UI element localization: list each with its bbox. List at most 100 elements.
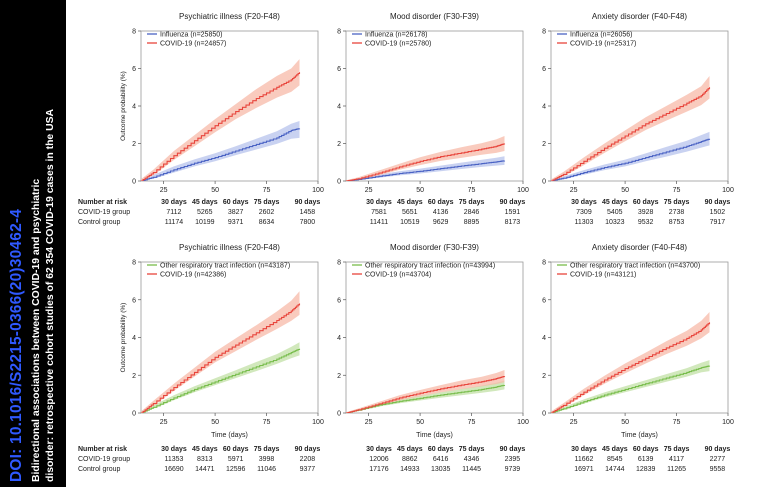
risk-day-header: 45 days: [602, 446, 628, 453]
legend-entry: Other respiratory tract infection (n=439…: [365, 263, 495, 270]
risk-day-header: 60 days: [633, 446, 659, 453]
risk-count-covid: 7112: [166, 209, 181, 216]
risk-day-header: 60 days: [633, 199, 659, 206]
x-axis-label: Time (days): [416, 432, 453, 439]
risk-count-control: 7917: [710, 219, 726, 226]
risk-count-control: 9377: [300, 466, 316, 473]
confidence-band: [551, 312, 710, 413]
y-tick-label: 4: [337, 104, 341, 111]
panel-title: Mood disorder (F30-F39): [390, 243, 479, 252]
legend-entry: Other respiratory tract infection (n=431…: [160, 263, 290, 270]
panel-title: Mood disorder (F30-F39): [390, 12, 479, 21]
risk-day-header: 90 days: [705, 199, 731, 206]
risk-count-covid: 4346: [464, 456, 480, 463]
risk-count-covid: 1458: [300, 209, 316, 216]
risk-count-control: 13035: [431, 466, 451, 473]
risk-count-control: 10519: [400, 219, 420, 226]
legend-entry: Influenza (n=26056): [570, 32, 632, 39]
y-tick-label: 8: [132, 29, 136, 36]
y-tick-label: 6: [337, 66, 341, 73]
confidence-band: [551, 131, 710, 181]
series-line: [551, 138, 711, 181]
x-tick-label: 75: [263, 187, 271, 194]
risk-count-control: 8753: [669, 219, 685, 226]
y-tick-label: 8: [337, 260, 341, 267]
risk-count-control: 8634: [259, 219, 275, 226]
risk-count-covid: 8313: [197, 456, 213, 463]
y-tick-label: 2: [542, 141, 546, 148]
risk-count-control: 8173: [505, 219, 521, 226]
risk-day-header: 75 days: [254, 199, 280, 206]
confidence-band: [346, 136, 505, 181]
risk-count-covid: 6416: [433, 456, 449, 463]
confidence-band: [551, 76, 710, 181]
risk-count-control: 10323: [605, 219, 625, 226]
number-at-risk-heading: Number at risk: [78, 199, 127, 206]
risk-count-control: 9629: [433, 219, 449, 226]
risk-count-covid: 1502: [710, 209, 726, 216]
panel-title: Psychiatric illness (F20-F48): [179, 12, 280, 21]
series-line: [141, 128, 301, 181]
confidence-band: [141, 59, 300, 181]
x-tick-label: 50: [416, 419, 424, 426]
series-line: [551, 322, 711, 413]
x-tick-label: 75: [468, 187, 476, 194]
risk-count-covid: 1591: [505, 209, 521, 216]
risk-count-control: 14933: [400, 466, 420, 473]
x-tick-label: 25: [570, 187, 578, 194]
risk-day-header: 30 days: [366, 199, 392, 206]
x-tick-label: 100: [312, 187, 324, 194]
risk-count-control: 16690: [164, 466, 184, 473]
risk-count-covid: 2395: [505, 456, 521, 463]
y-tick-label: 2: [132, 141, 136, 148]
risk-count-covid: 3998: [259, 456, 275, 463]
risk-row-label: COVID-19 group: [78, 456, 130, 463]
risk-day-header: 60 days: [428, 199, 454, 206]
risk-count-control: 10199: [195, 219, 215, 226]
risk-day-header: 30 days: [571, 199, 597, 206]
risk-day-header: 75 days: [664, 446, 690, 453]
risk-count-covid: 4117: [669, 456, 684, 463]
x-tick-label: 75: [263, 419, 271, 426]
risk-count-covid: 3827: [228, 209, 244, 216]
y-tick-label: 4: [132, 104, 136, 111]
x-tick-label: 75: [673, 419, 681, 426]
number-at-risk-heading: Number at risk: [78, 446, 127, 453]
series-line: [141, 303, 301, 413]
series-line: [141, 348, 301, 413]
y-tick-label: 2: [542, 373, 546, 380]
y-tick-label: 4: [337, 335, 341, 342]
x-tick-label: 25: [365, 419, 373, 426]
y-tick-label: 2: [132, 373, 136, 380]
x-axis-label: Time (days): [621, 432, 658, 439]
legend-entry: COVID-19 (n=43704): [365, 272, 431, 279]
confidence-band: [346, 156, 505, 181]
y-tick-label: 0: [132, 411, 136, 418]
x-tick-label: 25: [160, 187, 168, 194]
legend-entry: COVID-19 (n=43121): [570, 272, 636, 279]
risk-row-label: Control group: [78, 466, 121, 473]
risk-count-control: 14471: [195, 466, 215, 473]
risk-count-control: 7800: [300, 219, 316, 226]
x-tick-label: 25: [570, 419, 578, 426]
risk-day-header: 45 days: [192, 446, 218, 453]
confidence-band: [141, 291, 300, 413]
y-tick-label: 8: [542, 29, 546, 36]
risk-count-covid: 2602: [259, 209, 275, 216]
risk-count-control: 14744: [605, 466, 625, 473]
risk-day-header: 90 days: [295, 446, 321, 453]
y-axis-label: Outcome probability (%): [120, 303, 127, 373]
y-tick-label: 4: [542, 335, 546, 342]
x-tick-label: 100: [517, 419, 529, 426]
x-tick-label: 25: [160, 419, 168, 426]
risk-count-covid: 7309: [576, 209, 592, 216]
x-axis-label: Time (days): [211, 432, 248, 439]
sidebar: DOI: 10.1016/S2215-0366(20)30462-4 Bidir…: [0, 0, 66, 487]
risk-count-covid: 2208: [300, 456, 316, 463]
y-tick-label: 0: [542, 179, 546, 186]
risk-count-control: 12839: [636, 466, 656, 473]
risk-count-control: 11303: [574, 219, 593, 226]
risk-count-covid: 2738: [669, 209, 685, 216]
legend-entry: COVID-19 (n=25317): [570, 41, 636, 48]
